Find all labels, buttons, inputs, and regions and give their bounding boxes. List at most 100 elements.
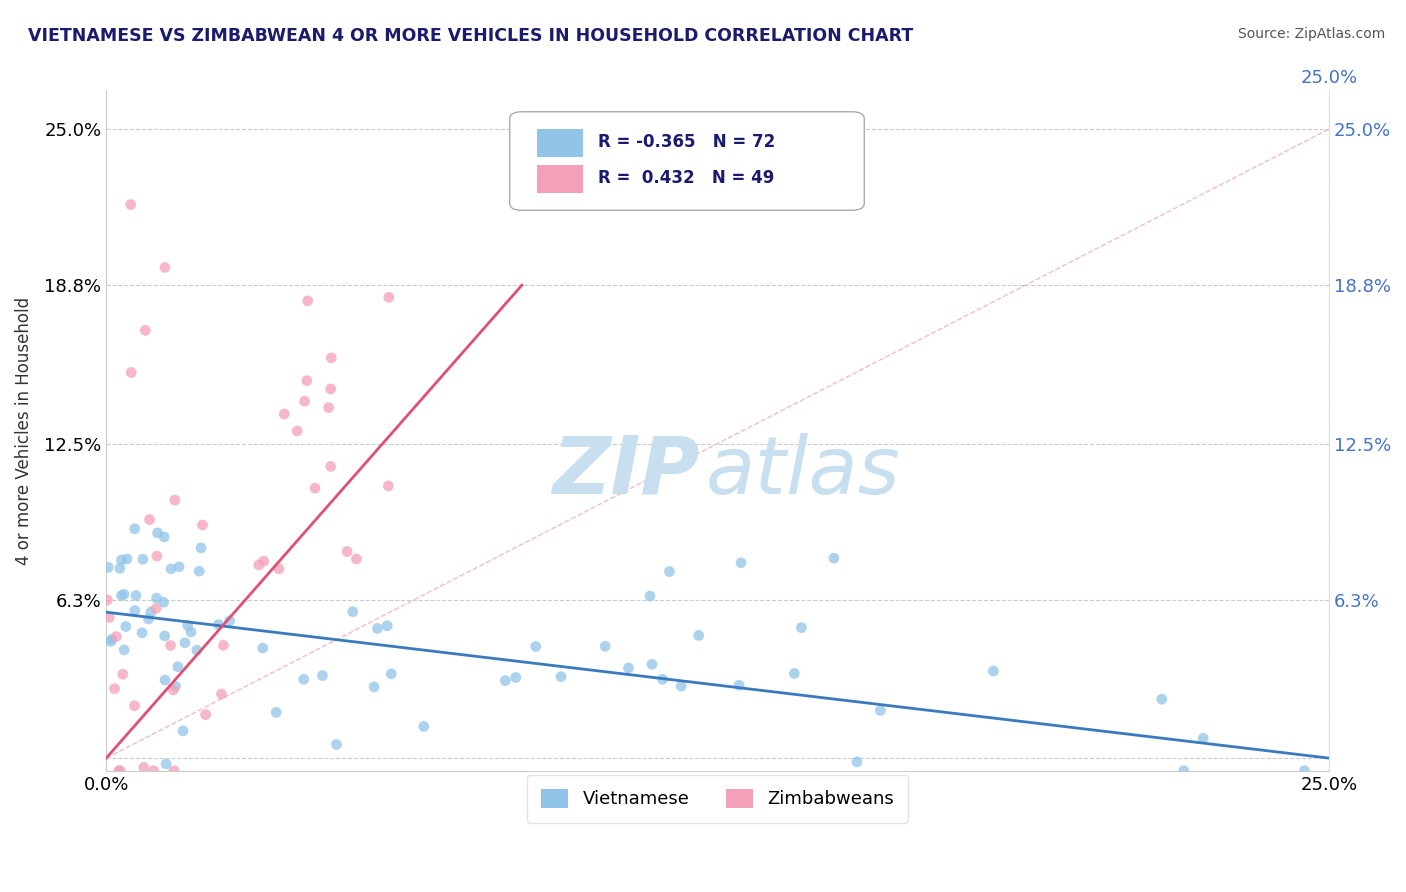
Point: [180, 625, 202, 640]
Point: [98, 610, 121, 624]
FancyBboxPatch shape: [537, 128, 583, 157]
Point: [319, 382, 342, 396]
Point: [505, 671, 527, 685]
Point: [641, 657, 664, 672]
Point: [110, 553, 132, 567]
Point: [267, 562, 290, 576]
Point: [152, 595, 174, 609]
Point: [295, 374, 318, 388]
Point: [153, 629, 176, 643]
Point: [176, 618, 198, 632]
Point: [114, 619, 136, 633]
Point: [783, 666, 806, 681]
Point: [377, 479, 399, 493]
Point: [132, 552, 155, 566]
Point: [247, 558, 270, 572]
Point: [188, 564, 211, 578]
Point: [636, 160, 658, 174]
Point: [318, 401, 340, 415]
Point: [108, 561, 131, 575]
Point: [273, 407, 295, 421]
Text: VIETNAMESE VS ZIMBABWEAN 4 OR MORE VEHICLES IN HOUSEHOLD CORRELATION CHART: VIETNAMESE VS ZIMBABWEAN 4 OR MORE VEHIC…: [28, 27, 914, 45]
Point: [153, 260, 176, 275]
Point: [311, 668, 333, 682]
Point: [194, 707, 217, 722]
FancyBboxPatch shape: [510, 112, 865, 211]
Point: [167, 559, 190, 574]
Point: [131, 625, 153, 640]
Point: [125, 589, 148, 603]
Point: [124, 522, 146, 536]
Point: [524, 640, 547, 654]
Point: [617, 661, 640, 675]
Point: [321, 351, 343, 365]
Point: [378, 290, 401, 304]
Point: [790, 621, 813, 635]
Point: [617, 160, 640, 174]
Text: atlas: atlas: [706, 433, 900, 511]
Point: [252, 641, 274, 656]
Point: [132, 760, 155, 774]
Point: [294, 394, 316, 409]
Point: [292, 673, 315, 687]
Point: [172, 723, 194, 738]
Point: [160, 562, 183, 576]
Point: [366, 622, 388, 636]
Point: [1192, 731, 1215, 746]
Point: [138, 512, 160, 526]
Point: [153, 673, 176, 687]
Point: [638, 589, 661, 603]
Point: [100, 634, 122, 648]
Point: [163, 764, 186, 778]
Point: [145, 601, 167, 615]
Legend: Vietnamese, Zimbabweans: Vietnamese, Zimbabweans: [527, 774, 908, 822]
Point: [146, 525, 169, 540]
Point: [304, 481, 326, 495]
Point: [550, 670, 572, 684]
Point: [96, 593, 118, 607]
Point: [325, 738, 347, 752]
Point: [139, 605, 162, 619]
Point: [174, 636, 197, 650]
Point: [346, 552, 368, 566]
Point: [138, 612, 160, 626]
Point: [342, 605, 364, 619]
Point: [586, 161, 609, 176]
Point: [165, 679, 187, 693]
Text: R = -0.365   N = 72: R = -0.365 N = 72: [598, 133, 775, 152]
Point: [120, 366, 142, 380]
Point: [494, 673, 516, 688]
Point: [191, 518, 214, 533]
Point: [134, 323, 156, 337]
Point: [155, 756, 177, 771]
Point: [186, 643, 208, 657]
Point: [285, 424, 308, 438]
Point: [773, 160, 796, 174]
Point: [264, 706, 287, 720]
Point: [662, 160, 685, 174]
Point: [163, 493, 186, 508]
Point: [110, 589, 132, 603]
Point: [112, 643, 135, 657]
Point: [162, 682, 184, 697]
Point: [730, 556, 752, 570]
Point: [363, 680, 385, 694]
Point: [166, 659, 188, 673]
Point: [146, 549, 169, 563]
Point: [103, 681, 125, 696]
Point: [218, 614, 240, 628]
Point: [101, 632, 124, 647]
Point: [728, 678, 751, 692]
Point: [120, 197, 142, 211]
Point: [97, 560, 120, 574]
Point: [153, 530, 176, 544]
Point: [319, 459, 342, 474]
Point: [108, 764, 131, 778]
Point: [212, 638, 235, 652]
Point: [846, 755, 869, 769]
Point: [669, 679, 692, 693]
Point: [115, 552, 138, 566]
FancyBboxPatch shape: [537, 165, 583, 194]
Point: [651, 673, 673, 687]
Point: [145, 591, 167, 606]
